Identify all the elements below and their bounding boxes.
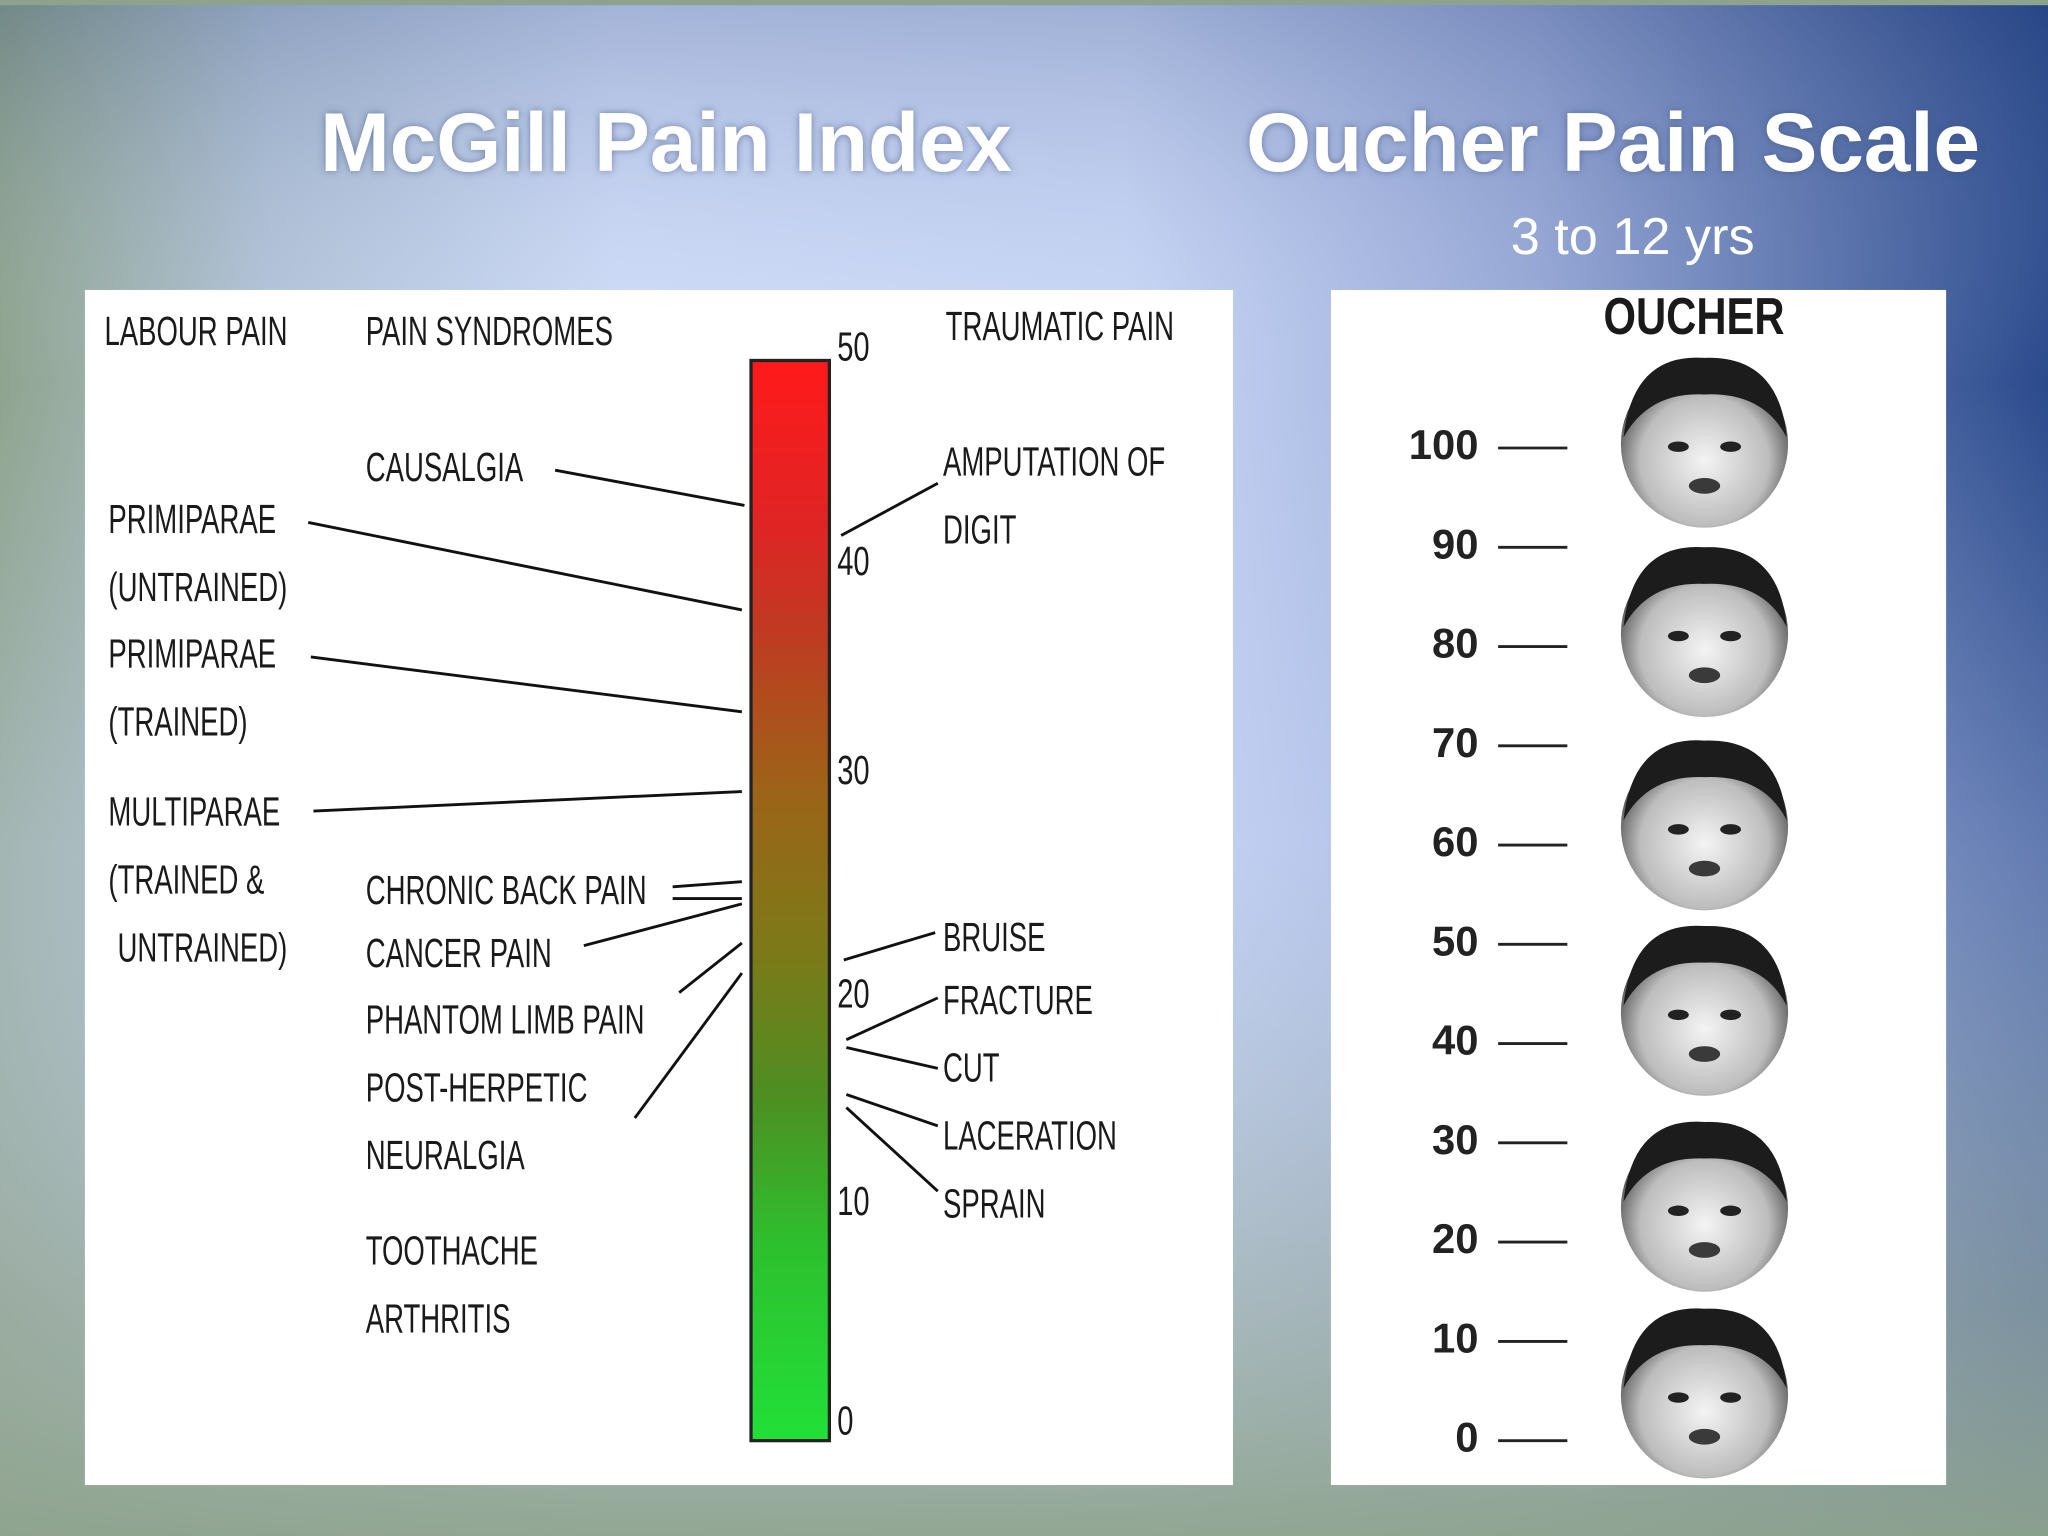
right-subtitle: 3 to 12 yrs xyxy=(1511,208,1755,266)
eye xyxy=(1720,630,1742,642)
pain-label: TOOTHACHE xyxy=(366,1229,538,1273)
eye xyxy=(1720,1009,1742,1021)
scale-label: 0 xyxy=(837,1399,853,1444)
hair xyxy=(1623,1121,1787,1202)
heading: LABOUR PAIN xyxy=(104,310,287,354)
pain-label: CAUSALGIA xyxy=(366,446,524,490)
mouth xyxy=(1688,1046,1721,1062)
hair xyxy=(1623,546,1787,627)
eye xyxy=(1667,1009,1689,1021)
face-photo xyxy=(1620,740,1789,911)
face-photo xyxy=(1620,546,1789,718)
scale-label: 50 xyxy=(837,325,869,370)
mouth xyxy=(1688,1428,1721,1445)
pain-label: AMPUTATION OF xyxy=(943,441,1165,485)
heading: TRAUMATIC PAIN xyxy=(946,305,1174,349)
connectors xyxy=(307,468,939,1193)
hair xyxy=(1623,357,1787,438)
heading: PAIN SYNDROMES xyxy=(366,310,613,354)
face xyxy=(1620,1311,1789,1479)
hair xyxy=(1623,925,1787,1006)
oucher-tick-label: 50 xyxy=(1432,917,1478,964)
pain-label: PRIMIPARAE xyxy=(108,633,276,677)
pain-label: LACERATION xyxy=(943,1115,1117,1159)
oucher-tick-label: 70 xyxy=(1432,719,1478,766)
pain-bar xyxy=(749,358,832,1443)
oucher-tick-label: 40 xyxy=(1432,1017,1478,1064)
oucher-tick-label: 60 xyxy=(1432,818,1478,865)
oucher-tick-label: 30 xyxy=(1432,1116,1478,1163)
mouth xyxy=(1688,478,1721,494)
eye xyxy=(1667,1392,1689,1403)
left-title: McGill Pain Index xyxy=(320,95,1012,189)
oucher-tick-label: 100 xyxy=(1409,421,1479,468)
eye xyxy=(1720,1392,1742,1403)
scale-label: 40 xyxy=(837,539,869,584)
face xyxy=(1620,743,1789,911)
mouth xyxy=(1688,667,1721,684)
hair xyxy=(1623,740,1787,821)
pain-label: CHRONIC BACK PAIN xyxy=(366,869,647,913)
pain-label: POST-HERPETIC xyxy=(366,1066,588,1110)
oucher-tick-label: 0 xyxy=(1455,1414,1478,1461)
mcgill-panel: LABOUR PAIN PAIN SYNDROMES TRAUMATIC PAIN 5… xyxy=(84,289,1233,1486)
oucher-tick-label: 20 xyxy=(1432,1215,1478,1262)
pain-label: NEURALGIA xyxy=(366,1134,526,1178)
face-photo xyxy=(1620,1308,1789,1479)
oucher-tick-label: 80 xyxy=(1432,620,1478,667)
mouth xyxy=(1688,860,1721,877)
pain-label: (TRAINED & xyxy=(108,859,264,903)
hair xyxy=(1623,1308,1787,1389)
eye xyxy=(1667,441,1689,452)
pain-label: (TRAINED) xyxy=(108,701,247,745)
pain-label: UNTRAINED) xyxy=(118,926,288,970)
pain-label: MULTIPARAE xyxy=(108,791,280,835)
pain-label: FRACTURE xyxy=(943,979,1093,1023)
pain-label: BRUISE xyxy=(943,916,1045,960)
face xyxy=(1620,928,1789,1096)
pain-label: CUT xyxy=(943,1047,1000,1091)
top-edge xyxy=(0,0,2048,6)
oucher-tick-label: 90 xyxy=(1432,520,1478,567)
face xyxy=(1620,549,1789,718)
pain-label: DIGIT xyxy=(943,509,1016,553)
oucher-title: OUCHER xyxy=(1604,287,1785,346)
right-title: Oucher Pain Scale xyxy=(1246,95,1980,189)
scale-label: 20 xyxy=(837,972,869,1017)
mouth xyxy=(1688,1242,1721,1258)
eye xyxy=(1720,824,1742,835)
pain-label: ARTHRITIS xyxy=(366,1297,511,1341)
face-photo xyxy=(1620,357,1789,528)
pain-label: PHANTOM LIMB PAIN xyxy=(366,998,645,1042)
pain-label: PRIMIPARAE xyxy=(108,498,276,542)
eye xyxy=(1720,441,1742,452)
eye xyxy=(1720,1205,1742,1216)
pain-label: (UNTRAINED) xyxy=(108,566,287,610)
face-photo xyxy=(1620,1121,1789,1292)
face xyxy=(1620,360,1789,528)
eye xyxy=(1667,630,1689,642)
pain-label: CANCER PAIN xyxy=(366,932,552,976)
face-photo xyxy=(1620,925,1789,1096)
pain-label: SPRAIN xyxy=(943,1182,1045,1226)
oucher-tick-label: 10 xyxy=(1432,1314,1478,1361)
face xyxy=(1620,1124,1789,1292)
eye xyxy=(1667,824,1689,835)
scale-label: 10 xyxy=(837,1179,869,1224)
eye xyxy=(1667,1205,1689,1216)
scale-label: 30 xyxy=(837,748,869,793)
